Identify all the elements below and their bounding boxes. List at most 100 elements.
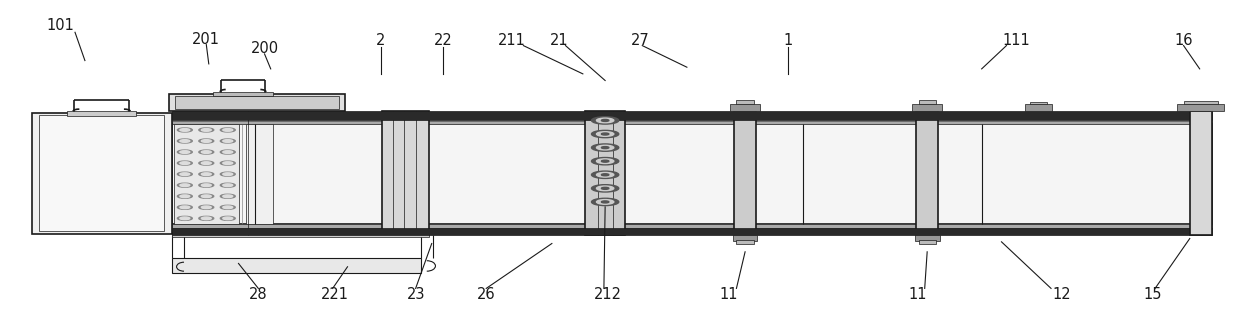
Circle shape bbox=[223, 217, 233, 220]
Circle shape bbox=[221, 150, 236, 154]
Circle shape bbox=[177, 150, 192, 154]
Bar bbox=[1189, 111, 1211, 235]
Circle shape bbox=[201, 195, 211, 198]
Circle shape bbox=[198, 161, 213, 165]
Circle shape bbox=[591, 117, 619, 124]
Bar bbox=[1030, 102, 1048, 105]
Circle shape bbox=[596, 145, 614, 150]
Circle shape bbox=[601, 120, 609, 122]
Text: 101: 101 bbox=[46, 18, 74, 33]
Circle shape bbox=[177, 172, 192, 176]
Text: 201: 201 bbox=[192, 32, 221, 47]
Bar bbox=[737, 101, 754, 104]
Circle shape bbox=[596, 132, 614, 136]
Circle shape bbox=[177, 205, 192, 209]
Circle shape bbox=[221, 205, 236, 209]
Circle shape bbox=[221, 139, 236, 143]
Text: 22: 22 bbox=[434, 33, 453, 48]
Text: 212: 212 bbox=[594, 287, 621, 302]
Text: 221: 221 bbox=[321, 287, 350, 302]
Circle shape bbox=[596, 159, 614, 164]
Text: 28: 28 bbox=[249, 287, 268, 302]
Circle shape bbox=[223, 140, 233, 142]
Circle shape bbox=[177, 139, 192, 143]
Circle shape bbox=[201, 217, 211, 220]
Circle shape bbox=[180, 151, 190, 153]
Bar bbox=[919, 101, 936, 104]
Circle shape bbox=[198, 216, 213, 220]
Bar bbox=[1177, 105, 1224, 111]
Text: 16: 16 bbox=[1174, 33, 1193, 48]
Circle shape bbox=[198, 139, 213, 143]
Bar bbox=[919, 240, 936, 243]
Circle shape bbox=[177, 216, 192, 220]
Circle shape bbox=[198, 150, 213, 154]
Bar bbox=[737, 240, 754, 243]
Circle shape bbox=[223, 129, 233, 131]
Circle shape bbox=[198, 194, 213, 198]
Bar bbox=[32, 113, 171, 233]
Circle shape bbox=[180, 217, 190, 220]
Circle shape bbox=[591, 144, 619, 151]
Bar bbox=[585, 111, 625, 235]
Bar bbox=[171, 224, 1211, 228]
Text: 211: 211 bbox=[498, 33, 526, 48]
Circle shape bbox=[177, 161, 192, 165]
Bar bbox=[1183, 101, 1218, 105]
Circle shape bbox=[223, 206, 233, 209]
Circle shape bbox=[201, 129, 211, 131]
Bar bbox=[40, 116, 164, 231]
Bar bbox=[213, 92, 273, 97]
Circle shape bbox=[221, 128, 236, 132]
Circle shape bbox=[201, 162, 211, 164]
Circle shape bbox=[180, 184, 190, 186]
Circle shape bbox=[180, 140, 190, 142]
Bar bbox=[1025, 105, 1053, 111]
Bar bbox=[733, 235, 758, 241]
Bar bbox=[171, 125, 1211, 224]
Circle shape bbox=[201, 206, 211, 209]
Bar bbox=[169, 94, 345, 111]
Circle shape bbox=[180, 173, 190, 175]
Text: 21: 21 bbox=[551, 33, 569, 48]
Circle shape bbox=[591, 171, 619, 178]
Circle shape bbox=[223, 162, 233, 164]
Circle shape bbox=[221, 161, 236, 165]
Text: 1: 1 bbox=[784, 33, 794, 48]
Text: 15: 15 bbox=[1143, 287, 1162, 302]
Circle shape bbox=[198, 205, 213, 209]
Bar bbox=[171, 228, 1211, 235]
Text: 200: 200 bbox=[250, 41, 279, 56]
Bar bbox=[174, 125, 238, 224]
Bar bbox=[730, 104, 760, 111]
Circle shape bbox=[601, 133, 609, 135]
Circle shape bbox=[591, 185, 619, 192]
Bar bbox=[913, 104, 942, 111]
Circle shape bbox=[221, 216, 236, 220]
Circle shape bbox=[591, 130, 619, 138]
Circle shape bbox=[198, 183, 213, 187]
Text: 23: 23 bbox=[407, 287, 425, 302]
Bar bbox=[67, 111, 136, 116]
Bar bbox=[171, 232, 429, 237]
Circle shape bbox=[177, 128, 192, 132]
Circle shape bbox=[223, 184, 233, 186]
Circle shape bbox=[201, 173, 211, 175]
Circle shape bbox=[601, 147, 609, 149]
Circle shape bbox=[198, 172, 213, 176]
Text: 11: 11 bbox=[719, 287, 738, 302]
Bar bbox=[246, 125, 273, 224]
Circle shape bbox=[596, 200, 614, 204]
Text: 26: 26 bbox=[477, 287, 496, 302]
Circle shape bbox=[201, 140, 211, 142]
Circle shape bbox=[601, 160, 609, 162]
Circle shape bbox=[177, 183, 192, 187]
Text: 111: 111 bbox=[1002, 33, 1030, 48]
Text: 11: 11 bbox=[908, 287, 926, 302]
Circle shape bbox=[591, 158, 619, 165]
Bar bbox=[171, 259, 420, 274]
Circle shape bbox=[180, 162, 190, 164]
Bar bbox=[382, 111, 429, 235]
Circle shape bbox=[223, 195, 233, 198]
Circle shape bbox=[180, 129, 190, 131]
